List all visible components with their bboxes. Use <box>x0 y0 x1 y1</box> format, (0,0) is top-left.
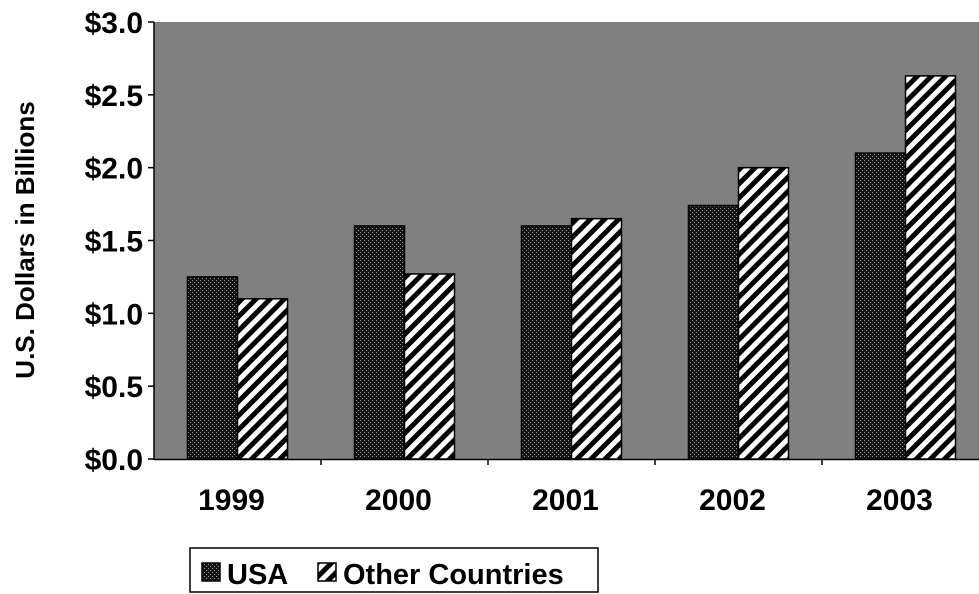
bar-other-countries-2003 <box>904 75 957 460</box>
legend-label-usa: USA <box>227 559 288 591</box>
y-tick-label: $3.0 <box>85 7 143 40</box>
x-category-label: 2001 <box>532 484 599 517</box>
x-category-label: 1999 <box>198 484 265 517</box>
bar-other-countries-2000 <box>403 273 456 460</box>
x-category-label: 2002 <box>699 484 766 517</box>
bar-usa-2002 <box>687 204 740 460</box>
bar-other-countries-2001 <box>570 217 623 460</box>
x-category-label: 2003 <box>866 484 933 517</box>
legend-label-other-countries: Other Countries <box>343 559 564 591</box>
bar-other-countries-2002 <box>737 166 790 460</box>
bar-usa-2000 <box>353 225 406 460</box>
legend-box <box>189 547 599 593</box>
legend: USA Other Countries <box>189 547 599 593</box>
bar-other-countries-1999 <box>236 298 289 460</box>
y-tick-label: $1.0 <box>85 298 143 331</box>
y-axis-ticks: $0.0 $0.5 $1.0 $1.5 $2.0 $2.5 $3.0 <box>85 7 154 477</box>
bar-usa-2003 <box>854 152 907 460</box>
y-tick-label: $1.5 <box>85 226 143 259</box>
x-category-label: 2000 <box>365 484 432 517</box>
x-axis-ticks: 1999 2000 2001 2002 2003 <box>198 459 933 517</box>
bars-group <box>186 75 957 460</box>
y-tick-label: $2.5 <box>85 80 143 113</box>
bar-usa-1999 <box>186 276 239 460</box>
y-tick-label: $0.0 <box>85 444 143 477</box>
y-tick-label: $0.5 <box>85 371 143 404</box>
legend-swatch-other-countries <box>317 562 337 582</box>
y-tick-label: $2.0 <box>85 153 143 186</box>
bar-usa-2001 <box>520 225 573 460</box>
y-axis-title: U.S. Dollars in Billions <box>10 101 40 378</box>
legend-swatch-usa <box>201 562 221 582</box>
